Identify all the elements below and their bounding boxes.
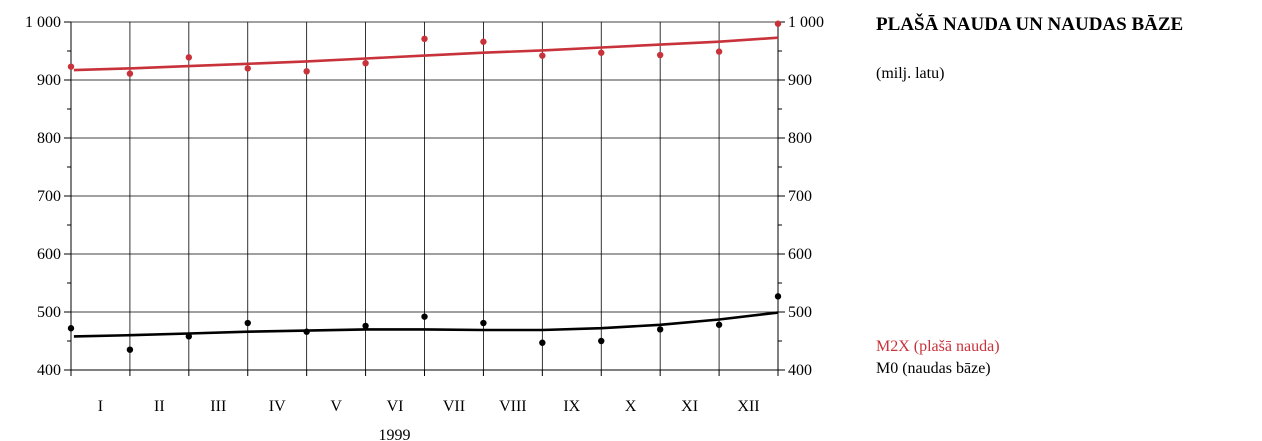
data-point-m0: [126, 346, 134, 353]
y-tick-label-right: 900: [788, 72, 812, 89]
data-point-m0: [598, 337, 605, 345]
y-tick-label-right: 700: [788, 188, 812, 205]
y-tick-label-right: 1 000: [788, 14, 824, 31]
data-point-m0: [656, 326, 664, 333]
data-point-m0: [303, 328, 310, 335]
y-tick-label-right: 500: [788, 304, 812, 321]
data-point-m0: [539, 339, 546, 346]
tick-labels: 400 400 500 500 600 600 700 700 800 800 900 900 1 00…: [25, 14, 824, 415]
data-point-m0: [185, 333, 193, 340]
x-axis-label: 1999: [379, 427, 411, 441]
x-tick-label: X: [625, 398, 637, 415]
y-tick-label-left: 600: [37, 246, 61, 263]
legend-item-m2x: M2X (plašā nauda): [876, 338, 1000, 355]
x-tick-label: IV: [269, 398, 286, 415]
data-point-m0: [244, 319, 251, 327]
chart-area: 400 400 500 500 600 600 700 700 800 800 900 900 1 00…: [25, 14, 824, 441]
data-point-m0: [480, 319, 487, 327]
data-point-m2x: [303, 68, 310, 75]
axes: [64, 21, 785, 376]
data-point-m2x: [480, 38, 487, 45]
data-point-m0: [421, 313, 428, 320]
x-tick-label: VI: [387, 398, 404, 415]
data-point-m2x: [421, 35, 428, 43]
y-tick-label-right: 400: [788, 362, 812, 379]
y-tick-label-left: 400: [37, 362, 61, 379]
data-point-m2x: [67, 63, 75, 70]
x-tick-label: VIII: [499, 398, 527, 415]
chart-title: PLAŠĀ NAUDA UN NAUDAS BĀZE: [876, 14, 1184, 35]
y-tick-label-right: 800: [788, 130, 812, 147]
data-point-m0: [362, 322, 369, 330]
y-tick-label-left: 800: [37, 130, 61, 147]
x-tick-label: I: [98, 398, 103, 415]
data-point-m2x: [715, 48, 723, 55]
x-tick-label: V: [330, 398, 342, 415]
x-tick-label: III: [210, 398, 226, 415]
series-layer: [67, 20, 782, 353]
y-tick-label-right: 600: [788, 246, 812, 263]
data-point-m2x: [362, 59, 369, 67]
chart-unit: (milj. latu): [876, 65, 945, 82]
trend-line-m2x: [73, 36, 779, 72]
y-tick-label-left: 1 000: [25, 14, 61, 31]
x-tick-label: XII: [737, 398, 759, 415]
x-tick-label: IX: [563, 398, 580, 415]
data-point-m2x: [126, 70, 134, 77]
y-tick-label-left: 700: [37, 188, 61, 205]
data-point-m0: [715, 321, 723, 328]
data-point-m0: [67, 325, 75, 332]
x-tick-label: II: [154, 398, 165, 415]
data-point-m2x: [244, 65, 251, 72]
legend-item-m0: M0 (naudas bāze): [876, 360, 991, 377]
y-tick-label-left: 500: [37, 304, 61, 321]
grid-lines: [71, 21, 778, 370]
x-tick-label: VII: [443, 398, 465, 415]
data-point-m0: [774, 293, 782, 300]
x-tick-label: XI: [681, 398, 698, 415]
y-tick-label-left: 900: [37, 72, 61, 89]
data-point-m2x: [598, 49, 605, 56]
data-point-m2x: [185, 54, 193, 61]
data-point-m2x: [539, 52, 546, 59]
data-point-m2x: [774, 20, 782, 27]
data-point-m2x: [656, 51, 664, 59]
